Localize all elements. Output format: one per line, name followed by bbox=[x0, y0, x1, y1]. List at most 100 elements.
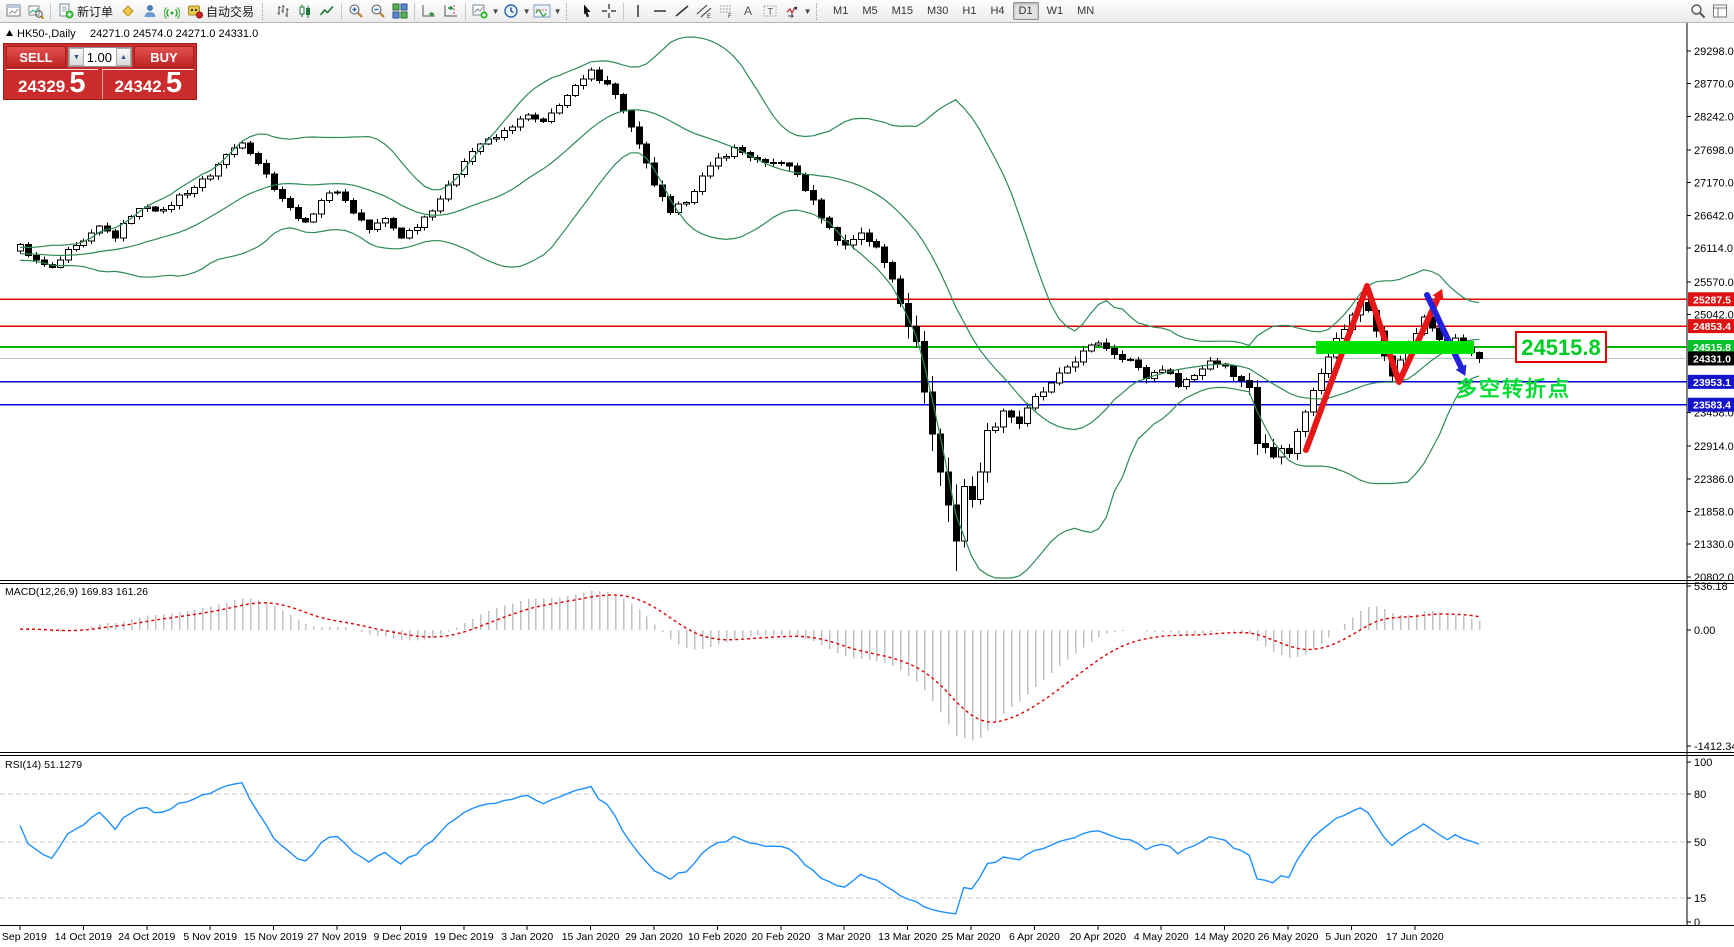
buy-price[interactable]: 24342. 5 bbox=[101, 69, 194, 99]
chart-window-icon[interactable] bbox=[3, 1, 25, 21]
community-icon[interactable] bbox=[139, 1, 161, 21]
svg-text:T: T bbox=[768, 7, 774, 17]
price-axis: 29298.0 28770.0 28242.0 27698.0 27170.0 26642… bbox=[1687, 46, 1734, 584]
candle-body bbox=[786, 162, 793, 167]
green-highlight-bar[interactable] bbox=[1316, 341, 1474, 354]
sell-price[interactable]: 24329. 5 bbox=[6, 69, 98, 99]
zigzag-arrowhead[interactable] bbox=[1432, 288, 1444, 301]
sell-button[interactable]: SELL bbox=[6, 46, 66, 68]
line-chart-icon[interactable] bbox=[316, 1, 338, 21]
zoom-out-icon[interactable] bbox=[367, 1, 389, 21]
candle-body bbox=[628, 110, 635, 128]
panels-icon[interactable] bbox=[1709, 1, 1731, 21]
indicator-list-icon[interactable] bbox=[531, 1, 553, 21]
candle-body bbox=[453, 174, 460, 186]
time-tick-label: 3 Mar 2020 bbox=[818, 931, 871, 943]
indicator-dropdown-caret[interactable]: ▼ bbox=[553, 6, 562, 16]
time-tick-label: 3 Jan 2020 bbox=[501, 931, 553, 943]
arrows-dropdown-caret[interactable]: ▼ bbox=[803, 6, 812, 16]
candle-body bbox=[1088, 344, 1095, 352]
volume-decrease-button[interactable]: ▼ bbox=[69, 48, 84, 66]
timeframe-button-h4[interactable]: H4 bbox=[990, 5, 1005, 17]
new-order-label: 新订单 bbox=[77, 4, 114, 19]
candle-body bbox=[873, 241, 880, 248]
price-callout-box[interactable] bbox=[1515, 331, 1607, 363]
timeframe-button-h1[interactable]: H1 bbox=[962, 5, 977, 17]
candle-body bbox=[1476, 351, 1483, 359]
timeframe-button-m5[interactable]: M5 bbox=[862, 5, 878, 17]
blue-arrowhead[interactable] bbox=[1455, 364, 1467, 376]
candle-body bbox=[572, 85, 579, 97]
metaeditor-icon[interactable] bbox=[117, 1, 139, 21]
candle-body bbox=[1024, 407, 1031, 424]
tile-windows-icon[interactable] bbox=[389, 1, 411, 21]
search-icon[interactable] bbox=[1687, 1, 1709, 21]
fibonacci-tool-icon[interactable]: F bbox=[715, 1, 737, 21]
cursor-icon[interactable] bbox=[576, 1, 598, 21]
candle-body bbox=[564, 95, 571, 107]
autotrading-button[interactable]: 自动交易 bbox=[183, 1, 258, 21]
crosshair-icon[interactable] bbox=[598, 1, 620, 21]
candle-body bbox=[540, 118, 547, 123]
zoom-in-icon[interactable] bbox=[345, 1, 367, 21]
horizontal-line-tool-icon[interactable] bbox=[649, 1, 671, 21]
bar-chart-icon[interactable] bbox=[272, 1, 294, 21]
candle-body bbox=[326, 192, 333, 201]
timeframe-button-m1[interactable]: M1 bbox=[833, 5, 849, 17]
candle-body bbox=[532, 114, 539, 120]
candle-body bbox=[493, 136, 500, 140]
clock-icon[interactable] bbox=[500, 1, 522, 21]
timeframe-button-w1[interactable]: W1 bbox=[1046, 5, 1064, 17]
chart-preview-icon[interactable] bbox=[25, 1, 47, 21]
candle-body bbox=[723, 156, 730, 159]
candle-body bbox=[96, 225, 103, 234]
svg-text:F: F bbox=[728, 14, 732, 19]
zigzag-trendline[interactable] bbox=[1303, 283, 1441, 453]
time-axis: 0 Sep 2019 14 Oct 2019 24 Oct 2019 5 Nov 20… bbox=[0, 925, 1444, 943]
chart-area: 24515.8 多空转折点 HK50-,Daily 24271.0 24574.0 2… bbox=[0, 23, 1734, 943]
candle-body bbox=[1095, 342, 1102, 346]
arrows-tool-icon[interactable] bbox=[781, 1, 803, 21]
candle-body bbox=[390, 218, 397, 229]
candle-body bbox=[699, 175, 706, 192]
profiles-dropdown-caret[interactable]: ▼ bbox=[522, 6, 531, 16]
volume-value[interactable]: 1.00 bbox=[86, 49, 112, 65]
signals-icon[interactable] bbox=[161, 1, 183, 21]
text-tool-icon[interactable]: A bbox=[737, 1, 759, 21]
timeframe-button-m30[interactable]: M30 bbox=[927, 5, 949, 17]
time-tick-label: 13 Mar 2020 bbox=[878, 931, 937, 943]
timeframe-button-m15[interactable]: M15 bbox=[891, 5, 913, 17]
vertical-line-tool-icon[interactable] bbox=[627, 1, 649, 21]
price-tick-label: 26642.0 bbox=[1694, 210, 1734, 222]
auto-scroll-icon[interactable] bbox=[418, 1, 440, 21]
candle-body bbox=[556, 105, 563, 114]
candlestick-chart-icon[interactable] bbox=[294, 1, 316, 21]
candle-body bbox=[1111, 348, 1118, 356]
price-tag-label: 23583.4 bbox=[1693, 400, 1731, 412]
rsi-tick-label: 15 bbox=[1694, 893, 1706, 905]
candle-body bbox=[762, 158, 769, 164]
channel-tool-icon[interactable]: E bbox=[693, 1, 715, 21]
timeframe-button-mn[interactable]: MN bbox=[1077, 5, 1095, 17]
candle-body bbox=[120, 223, 127, 239]
time-tick-label: 14 May 2020 bbox=[1194, 931, 1255, 943]
candle-body bbox=[168, 205, 175, 211]
buy-button[interactable]: BUY bbox=[134, 46, 194, 68]
price-tick-label: 25042.0 bbox=[1694, 309, 1734, 321]
new-chart-dropdown-caret[interactable]: ▼ bbox=[491, 6, 500, 16]
candle-body bbox=[1310, 389, 1317, 413]
bollinger-lo bbox=[19, 152, 1480, 579]
annotation-note-text[interactable]: 多空转折点 bbox=[1456, 377, 1571, 401]
new-chart-icon[interactable] bbox=[469, 1, 491, 21]
volume-increase-button[interactable]: ▲ bbox=[116, 48, 131, 66]
text-label-tool-icon[interactable]: T bbox=[759, 1, 781, 21]
blue-arrow-line[interactable] bbox=[1424, 292, 1464, 370]
new-order-button[interactable]: 新订单 bbox=[54, 1, 117, 21]
trendline-tool-icon[interactable] bbox=[671, 1, 693, 21]
candle-body bbox=[1270, 447, 1277, 458]
timeframe-button-d1[interactable]: D1 bbox=[1012, 2, 1039, 20]
candle-body bbox=[1159, 369, 1166, 374]
candle-body bbox=[794, 165, 801, 175]
chart-shift-icon[interactable] bbox=[440, 1, 462, 21]
svg-text:A: A bbox=[744, 4, 752, 18]
